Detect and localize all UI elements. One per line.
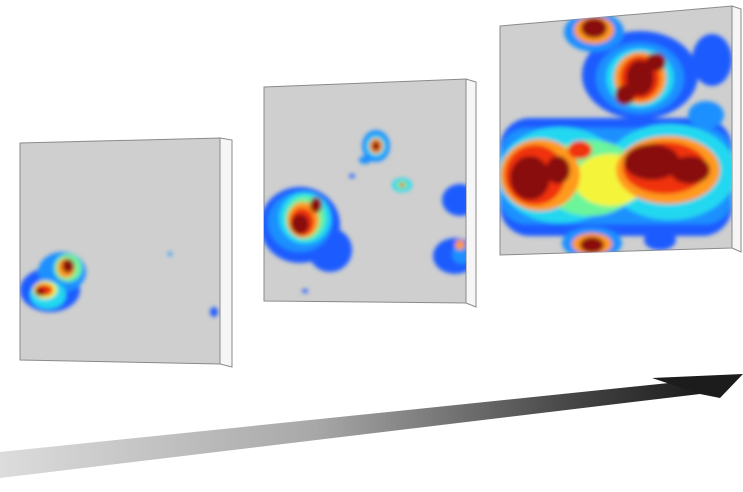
panel-1-side-edge — [219, 137, 233, 368]
panel-stage-3 — [499, 5, 742, 256]
panel-1-heatmap — [20, 252, 218, 317]
arrow-shaft — [0, 380, 700, 478]
arrow-head — [652, 374, 743, 398]
panel-2-heatmap — [264, 130, 466, 293]
panel-stage-1 — [19, 137, 233, 368]
progression-arrow — [0, 374, 743, 478]
panel-2-side-edge — [465, 78, 477, 308]
panel-stage-2 — [263, 78, 477, 308]
panel-3-side-edge — [731, 5, 742, 253]
panel-3-heatmap — [500, 12, 732, 255]
panel-1-face — [19, 137, 221, 365]
